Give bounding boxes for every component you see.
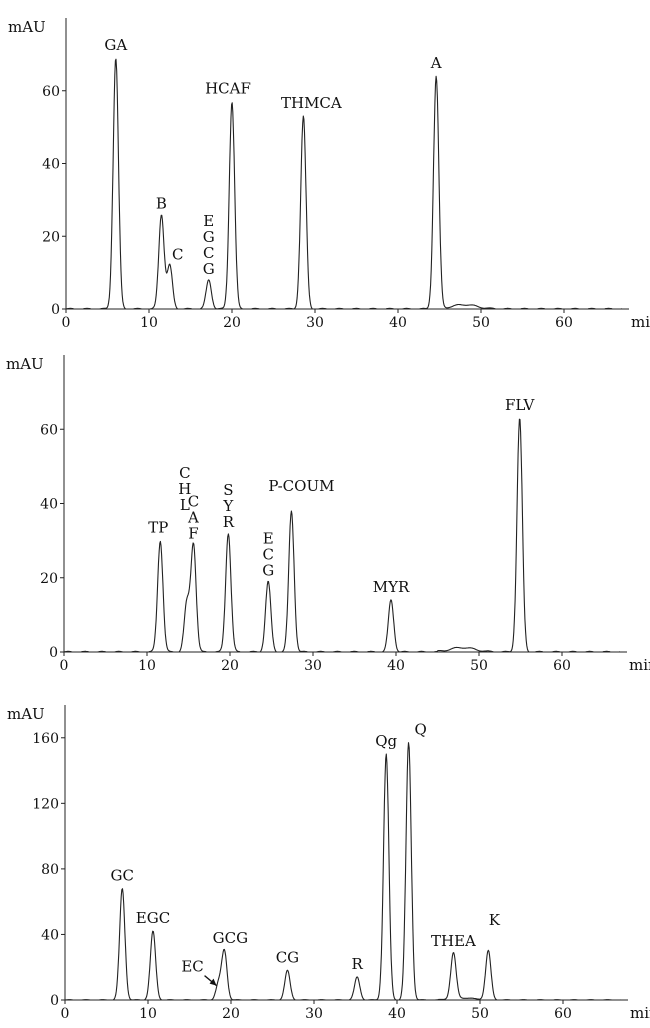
chromatogram-trace bbox=[64, 742, 622, 1001]
x-tick-label: 30 bbox=[304, 658, 322, 674]
peak-arrow-head bbox=[209, 978, 217, 986]
peak-label: FLV bbox=[505, 396, 536, 414]
x-tick-label: 30 bbox=[305, 1006, 323, 1022]
y-tick-label: 80 bbox=[41, 862, 59, 878]
peak-label: GCG bbox=[213, 929, 248, 947]
x-tick-label: 20 bbox=[222, 1006, 240, 1022]
y-tick-label: 160 bbox=[32, 731, 59, 747]
x-tick-label: 20 bbox=[221, 658, 239, 674]
y-axis-label: mAU bbox=[8, 18, 46, 36]
peak-label: EC bbox=[181, 958, 203, 976]
peak-label: B bbox=[156, 194, 167, 212]
x-tick-label: 10 bbox=[139, 1006, 157, 1022]
peak-label: R bbox=[352, 955, 364, 973]
y-tick-label: 60 bbox=[42, 84, 60, 100]
y-axis-label: mAU bbox=[7, 705, 45, 723]
x-tick-label: 30 bbox=[306, 315, 324, 331]
peak-label: TP bbox=[148, 519, 168, 537]
peak-label: Q bbox=[414, 721, 426, 739]
peak-label: K bbox=[489, 911, 501, 929]
peak-label: P-COUM bbox=[268, 477, 334, 495]
peak-label: THEA bbox=[431, 932, 476, 950]
peak-label: Qg bbox=[375, 732, 397, 750]
x-axis-label: min bbox=[630, 1004, 650, 1022]
x-tick-label: 50 bbox=[471, 1006, 489, 1022]
x-tick-label: 50 bbox=[472, 315, 490, 331]
y-axis-label: mAU bbox=[6, 355, 44, 373]
x-tick-label: 60 bbox=[553, 658, 571, 674]
x-tick-label: 0 bbox=[62, 315, 71, 331]
x-tick-label: 40 bbox=[388, 1006, 406, 1022]
chromatogram-trace bbox=[65, 58, 623, 310]
peak-label: GA bbox=[104, 36, 127, 54]
peak-label: GC bbox=[111, 867, 134, 885]
y-tick-label: 20 bbox=[40, 571, 58, 587]
x-tick-label: 50 bbox=[470, 658, 488, 674]
x-tick-label: 60 bbox=[554, 1006, 572, 1022]
x-axis-label: min bbox=[629, 656, 650, 674]
peak-label: EGC bbox=[136, 909, 170, 927]
peak-label: THMCA bbox=[281, 94, 342, 112]
x-tick-label: 0 bbox=[60, 658, 69, 674]
y-tick-label: 120 bbox=[32, 796, 59, 812]
y-tick-label: 0 bbox=[51, 302, 60, 318]
x-tick-label: 0 bbox=[61, 1006, 70, 1022]
peak-label: HCAF bbox=[205, 80, 251, 98]
y-tick-label: 60 bbox=[40, 422, 58, 438]
y-tick-label: 40 bbox=[40, 497, 58, 513]
x-tick-label: 10 bbox=[138, 658, 156, 674]
peak-label: A bbox=[430, 54, 442, 72]
peak-label: C bbox=[172, 245, 183, 263]
peak-label: CG bbox=[276, 949, 299, 967]
x-axis-label: min bbox=[631, 313, 650, 331]
x-tick-label: 20 bbox=[223, 315, 241, 331]
chromatogram-trace bbox=[63, 418, 621, 653]
x-tick-label: 40 bbox=[387, 658, 405, 674]
y-tick-label: 0 bbox=[50, 993, 59, 1009]
x-tick-label: 60 bbox=[555, 315, 573, 331]
x-tick-label: 40 bbox=[389, 315, 407, 331]
y-tick-label: 40 bbox=[41, 927, 59, 943]
y-tick-label: 20 bbox=[42, 229, 60, 245]
peak-label: MYR bbox=[373, 578, 410, 596]
y-tick-label: 0 bbox=[49, 645, 58, 661]
x-tick-label: 10 bbox=[140, 315, 158, 331]
y-tick-label: 40 bbox=[42, 157, 60, 173]
